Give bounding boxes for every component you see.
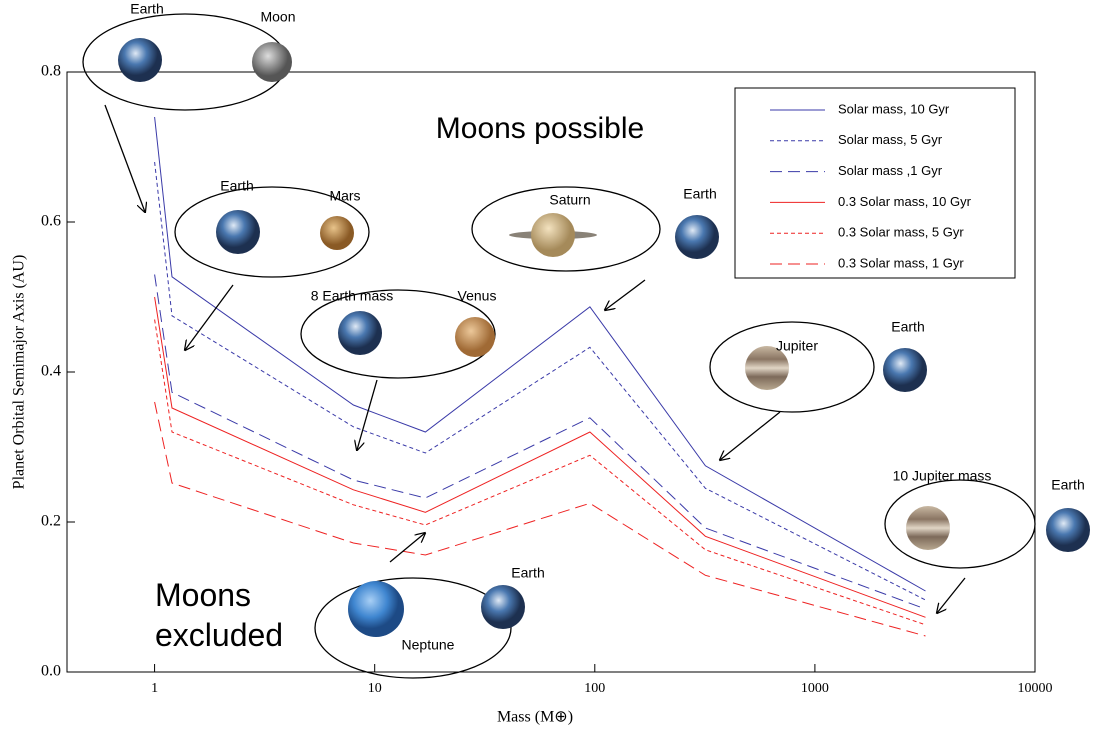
inset-label: Earth [891, 319, 924, 335]
series-line [154, 319, 926, 626]
orbit [300, 289, 496, 379]
pointer-arrow [185, 284, 234, 350]
planet [745, 346, 789, 390]
x-tick-label: 1 [151, 681, 158, 696]
series-line [154, 401, 926, 637]
planet [906, 506, 950, 550]
inset-label: Jupiter [776, 338, 818, 354]
x-tick-label: 100 [584, 681, 605, 696]
pointer-arrow [104, 104, 145, 212]
pointer-arrow [605, 279, 646, 310]
region-label: Moons possible [436, 112, 644, 145]
inset-label: Moon [260, 9, 295, 25]
planet [348, 581, 404, 637]
inset-label: Venus [458, 288, 497, 304]
orbit [314, 577, 512, 679]
legend-label: 0.3 Solar mass, 10 Gyr [838, 194, 972, 209]
planet [455, 317, 495, 357]
x-tick-label: 10000 [1018, 681, 1053, 696]
x-axis-label: Mass (M⊕) [497, 709, 573, 726]
legend-label: 0.3 Solar mass, 1 Gyr [838, 255, 964, 270]
planet [320, 216, 354, 250]
legend-label: 0.3 Solar mass, 5 Gyr [838, 225, 964, 240]
pointer-arrow [357, 379, 378, 450]
legend-label: Solar mass ,1 Gyr [838, 163, 943, 178]
y-tick-label: 0.0 [41, 663, 61, 680]
series-line [154, 296, 926, 618]
series-line [154, 116, 926, 592]
inset-label: 10 Jupiter mass [893, 468, 992, 484]
planet [216, 210, 260, 254]
y-tick-label: 0.2 [41, 513, 61, 530]
inset-label: Earth [511, 565, 544, 581]
region-label: Moons excluded [155, 577, 284, 653]
inset-label: Earth [130, 1, 163, 17]
series-line [154, 274, 926, 610]
orbit [174, 186, 370, 278]
legend-label: Solar mass, 10 Gyr [838, 101, 950, 116]
orbit [471, 186, 661, 272]
inset-label: Earth [220, 178, 253, 194]
planet [252, 42, 292, 82]
planet [481, 585, 525, 629]
pointer-arrow [389, 533, 425, 563]
inset-label: Earth [1051, 477, 1084, 493]
planet [675, 215, 719, 259]
inset-label: Neptune [402, 637, 455, 653]
legend-box [734, 87, 1016, 279]
y-axis-label: Planet Orbital Semimajor Axis (AU) [11, 255, 28, 490]
pointer-arrow [937, 577, 966, 613]
inset-label: Earth [683, 186, 716, 202]
inset-label: Mars [329, 188, 360, 204]
inset-label: Saturn [549, 192, 590, 208]
orbit [884, 479, 1036, 569]
y-tick-label: 0.8 [41, 63, 61, 80]
legend-label: Solar mass, 5 Gyr [838, 132, 943, 147]
y-tick-label: 0.6 [41, 213, 61, 230]
pointer-arrow [720, 411, 781, 460]
planet [531, 213, 575, 257]
y-tick-label: 0.4 [41, 363, 61, 380]
inset-label: 8 Earth mass [311, 288, 393, 304]
planet [1046, 508, 1090, 552]
x-tick-label: 10 [368, 681, 382, 696]
planet [338, 311, 382, 355]
x-tick-label: 1000 [801, 681, 829, 696]
planet [883, 348, 927, 392]
planet [118, 38, 162, 82]
series-line [154, 161, 926, 601]
orbit [709, 321, 875, 413]
